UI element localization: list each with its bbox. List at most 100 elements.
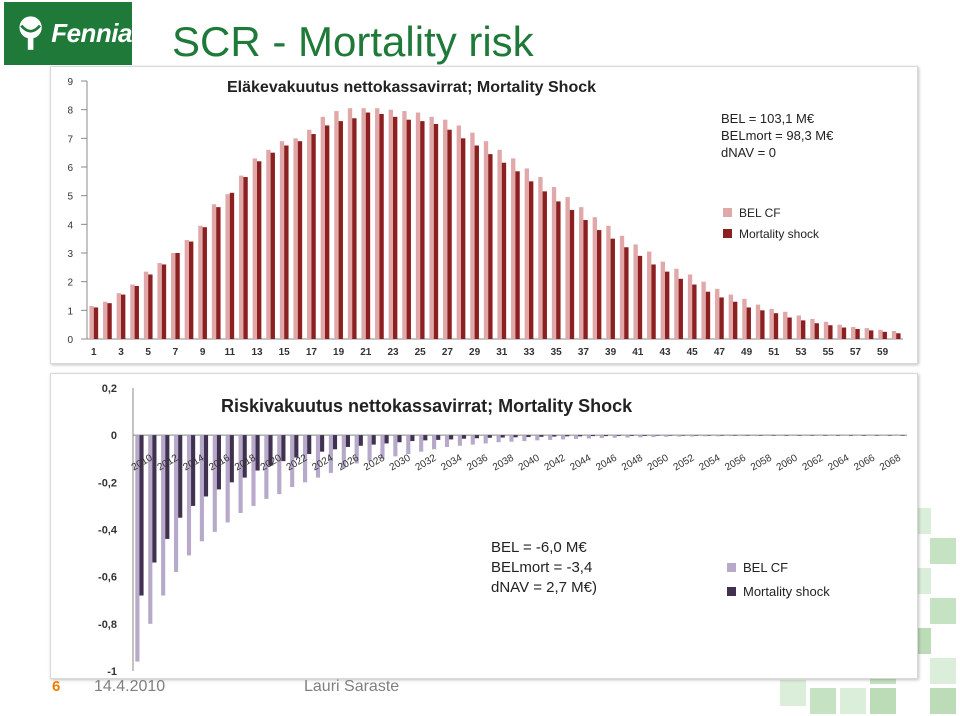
legend-swatch xyxy=(723,208,732,217)
x-tick-label: 17 xyxy=(306,347,318,358)
x-tick-label: 2036 xyxy=(465,452,490,473)
bar-bel-cf xyxy=(186,435,192,556)
bar-bel-cf xyxy=(793,435,798,436)
bar-bel-cf xyxy=(239,175,244,339)
bar-mortality-shock xyxy=(189,241,194,339)
bar-mortality-shock xyxy=(358,435,363,446)
x-tick-label: 3 xyxy=(118,347,124,358)
bar-mortality-shock xyxy=(397,435,402,443)
y-tick-label: 1 xyxy=(67,306,73,317)
bar-mortality-shock xyxy=(882,331,887,339)
bar-bel-cf xyxy=(320,116,325,339)
bar-mortality-shock xyxy=(797,435,802,436)
decor-tile xyxy=(930,538,956,564)
y-tick-label: -1 xyxy=(107,666,117,678)
y-tick-label: 6 xyxy=(67,163,73,174)
bar-bel-cf xyxy=(690,435,695,437)
pension-cashflow-chart: Eläkevakuutus nettokassavirrat; Mortalit… xyxy=(50,66,918,364)
bar-bel-cf xyxy=(606,225,611,339)
bar-bel-cf xyxy=(199,435,204,542)
y-tick-label: 0 xyxy=(67,335,73,346)
bar-bel-cf xyxy=(161,435,166,596)
x-tick-label: 2068 xyxy=(878,452,903,473)
bar-bel-cf xyxy=(509,435,514,442)
x-tick-label: 7 xyxy=(173,347,179,358)
x-tick-label: 2060 xyxy=(775,452,800,473)
bar-bel-cf xyxy=(741,435,746,437)
bar-bel-cf xyxy=(535,435,540,441)
bar-bel-cf xyxy=(264,435,269,499)
bar-mortality-shock xyxy=(284,145,289,339)
bar-mortality-shock xyxy=(420,121,425,339)
bar-mortality-shock xyxy=(841,327,847,339)
x-tick-label: 27 xyxy=(442,347,454,358)
bar-mortality-shock xyxy=(828,325,833,339)
x-tick-label: 1 xyxy=(91,347,97,358)
bar-mortality-shock xyxy=(255,435,260,471)
bar-mortality-shock xyxy=(603,435,608,437)
bar-mortality-shock xyxy=(681,435,686,436)
x-tick-label: 53 xyxy=(795,347,807,358)
bar-bel-cf xyxy=(769,308,774,339)
bar-mortality-shock xyxy=(624,247,629,339)
bar-bel-cf xyxy=(878,329,883,339)
x-tick-label: 2040 xyxy=(517,452,542,473)
bar-mortality-shock xyxy=(500,435,505,438)
bar-mortality-shock xyxy=(642,435,647,436)
bar-bel-cf xyxy=(857,435,862,436)
decor-tile xyxy=(930,598,956,624)
y-tick-label: 0 xyxy=(111,430,117,442)
bar-bel-cf xyxy=(432,435,437,450)
bel-annotation: BEL = 103,1 M€ xyxy=(721,111,815,126)
bar-bel-cf xyxy=(702,435,708,437)
bar-bel-cf xyxy=(573,435,579,439)
page-title: SCR - Mortality risk xyxy=(172,18,534,65)
bar-bel-cf xyxy=(660,261,665,339)
bar-mortality-shock xyxy=(410,435,415,442)
x-tick-label: 29 xyxy=(469,347,481,358)
y-tick-label: 5 xyxy=(67,192,73,203)
bar-bel-cf xyxy=(402,111,407,339)
bar-bel-cf xyxy=(380,435,385,459)
bar-bel-cf xyxy=(293,138,298,339)
bar-bel-cf xyxy=(551,187,557,339)
bar-bel-cf xyxy=(470,132,475,339)
bar-mortality-shock xyxy=(202,227,207,339)
bar-bel-cf xyxy=(406,435,411,455)
risk-cashflow-svg: Riskivakuutus nettokassavirrat; Mortalit… xyxy=(98,383,907,678)
x-tick-label: 47 xyxy=(714,347,726,358)
bar-mortality-shock xyxy=(651,264,656,339)
fennia-logo: Fennia xyxy=(4,2,132,65)
x-tick-label: 9 xyxy=(200,347,206,358)
x-tick-label: 2066 xyxy=(852,452,877,473)
bar-mortality-shock xyxy=(229,435,234,483)
decor-tile xyxy=(840,688,866,714)
bar-mortality-shock xyxy=(216,435,221,490)
bar-mortality-shock xyxy=(900,435,905,436)
bar-mortality-shock xyxy=(896,333,901,339)
bar-mortality-shock xyxy=(191,435,196,506)
bar-mortality-shock xyxy=(474,435,479,439)
bar-bel-cf xyxy=(831,435,837,436)
bar-bel-cf xyxy=(103,301,108,339)
bar-bel-cf xyxy=(277,435,282,495)
bar-bel-cf xyxy=(184,240,189,339)
x-tick-label: 33 xyxy=(523,347,535,358)
bar-mortality-shock xyxy=(565,435,570,437)
bar-bel-cf xyxy=(157,263,162,339)
bar-mortality-shock xyxy=(229,192,235,339)
bar-bel-cf xyxy=(483,141,489,339)
bar-mortality-shock xyxy=(678,278,683,339)
bar-mortality-shock xyxy=(371,435,376,445)
bar-bel-cf xyxy=(823,321,829,339)
pension-cashflow-svg: Eläkevakuutus nettokassavirrat; Mortalit… xyxy=(67,77,903,358)
bar-mortality-shock xyxy=(719,297,724,339)
bar-bel-cf xyxy=(701,281,706,339)
bar-bel-cf xyxy=(796,315,801,339)
bar-mortality-shock xyxy=(590,435,596,437)
bel-annotation: dNAV = 2,7 M€) xyxy=(491,579,597,596)
bar-mortality-shock xyxy=(719,435,725,436)
decor-tile xyxy=(930,688,956,714)
decor-tile xyxy=(870,688,896,714)
bar-mortality-shock xyxy=(529,181,534,339)
